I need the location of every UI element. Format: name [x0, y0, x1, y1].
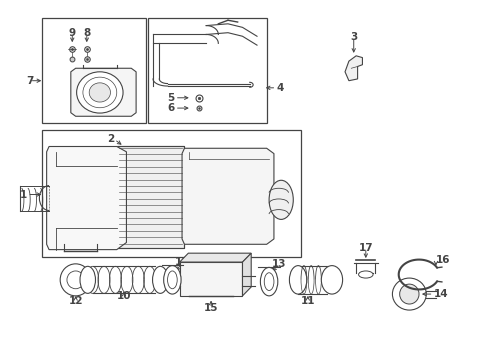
Text: 15: 15: [203, 303, 218, 313]
Text: 1: 1: [20, 190, 27, 200]
Bar: [179, 262, 242, 296]
Text: 4: 4: [276, 83, 283, 93]
Text: 7: 7: [26, 76, 33, 86]
Text: 17: 17: [358, 243, 372, 253]
Ellipse shape: [67, 271, 84, 289]
Polygon shape: [242, 253, 251, 296]
Polygon shape: [179, 253, 251, 262]
Text: 13: 13: [174, 257, 189, 267]
Text: 3: 3: [349, 32, 357, 42]
Polygon shape: [182, 148, 273, 244]
Polygon shape: [344, 56, 362, 81]
Text: 2: 2: [107, 134, 114, 144]
Ellipse shape: [399, 284, 418, 304]
Ellipse shape: [60, 264, 91, 296]
Ellipse shape: [392, 278, 425, 310]
Ellipse shape: [76, 72, 123, 113]
Ellipse shape: [358, 271, 372, 278]
Text: 9: 9: [69, 29, 76, 39]
Ellipse shape: [321, 266, 342, 294]
Text: 10: 10: [117, 291, 131, 301]
Bar: [117, 146, 184, 248]
Text: 13: 13: [271, 259, 286, 269]
Ellipse shape: [80, 266, 95, 293]
Ellipse shape: [289, 266, 306, 294]
Ellipse shape: [163, 266, 181, 294]
Ellipse shape: [167, 271, 177, 289]
Ellipse shape: [89, 83, 110, 102]
Text: 14: 14: [433, 289, 447, 299]
Ellipse shape: [83, 77, 117, 108]
Text: 16: 16: [435, 255, 450, 265]
Text: 5: 5: [167, 93, 174, 103]
Bar: [42, 19, 146, 124]
Ellipse shape: [264, 273, 273, 291]
Polygon shape: [71, 68, 136, 116]
Bar: [117, 146, 184, 248]
Text: 11: 11: [300, 296, 315, 306]
Text: 12: 12: [68, 296, 83, 306]
Bar: [148, 19, 266, 124]
Bar: [42, 131, 300, 257]
Text: 6: 6: [167, 103, 174, 113]
Ellipse shape: [152, 266, 167, 293]
Text: 8: 8: [83, 29, 90, 39]
Ellipse shape: [260, 267, 277, 296]
Ellipse shape: [269, 180, 293, 220]
Polygon shape: [46, 146, 126, 250]
